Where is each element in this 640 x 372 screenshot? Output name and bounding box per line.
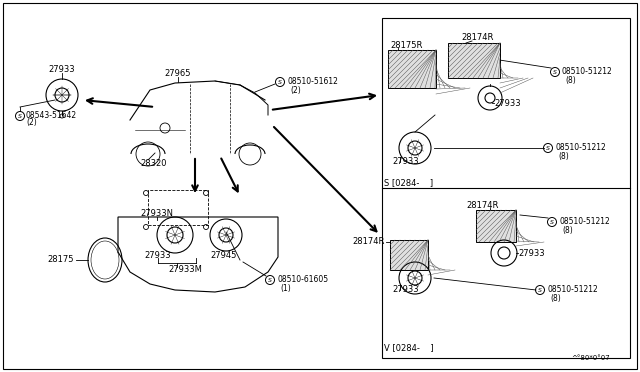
Bar xyxy=(476,210,516,242)
Text: (8): (8) xyxy=(562,225,573,234)
Text: 08543-51642: 08543-51642 xyxy=(26,112,77,121)
Bar xyxy=(448,43,500,78)
Text: (2): (2) xyxy=(26,119,36,128)
Text: 08510-51212: 08510-51212 xyxy=(555,144,605,153)
Text: S: S xyxy=(553,70,557,74)
Text: S: S xyxy=(550,219,554,224)
Text: V [0284-    ]: V [0284- ] xyxy=(384,343,434,353)
Bar xyxy=(388,50,436,88)
Text: 27933M: 27933M xyxy=(168,266,202,275)
Text: 27933N: 27933N xyxy=(141,209,173,218)
Text: 08510-51212: 08510-51212 xyxy=(562,67,612,77)
Text: S [0284-    ]: S [0284- ] xyxy=(384,179,433,187)
Text: S: S xyxy=(18,113,22,119)
Text: 27933: 27933 xyxy=(145,250,172,260)
Text: 27965: 27965 xyxy=(164,68,191,77)
Text: 08510-61605: 08510-61605 xyxy=(277,276,328,285)
Text: (8): (8) xyxy=(558,151,569,160)
Text: 27933: 27933 xyxy=(392,285,419,295)
Text: S: S xyxy=(538,288,542,292)
Bar xyxy=(390,240,428,270)
Text: 27933: 27933 xyxy=(392,157,419,167)
Text: 08510-51212: 08510-51212 xyxy=(547,285,598,295)
Text: (8): (8) xyxy=(550,294,561,302)
Text: 28175R: 28175R xyxy=(390,41,422,49)
Bar xyxy=(382,18,630,358)
Text: 27945: 27945 xyxy=(210,250,236,260)
Text: 28174R: 28174R xyxy=(462,33,494,42)
Text: 28174R: 28174R xyxy=(467,201,499,209)
Text: 08510-51212: 08510-51212 xyxy=(559,218,610,227)
Text: ^°80*0°07: ^°80*0°07 xyxy=(572,355,610,361)
Bar xyxy=(148,190,208,225)
Text: 27933: 27933 xyxy=(518,248,545,257)
Text: 28174R: 28174R xyxy=(353,237,385,247)
Text: 27933: 27933 xyxy=(494,99,520,108)
Text: S: S xyxy=(546,145,550,151)
Text: 28175: 28175 xyxy=(47,256,74,264)
Text: (2): (2) xyxy=(290,86,301,94)
Text: (8): (8) xyxy=(565,76,576,84)
Text: 27933: 27933 xyxy=(49,65,76,74)
Text: 28320: 28320 xyxy=(140,160,166,169)
Text: S: S xyxy=(278,80,282,84)
Text: 08510-51612: 08510-51612 xyxy=(287,77,338,87)
Text: S: S xyxy=(268,278,272,282)
Text: (1): (1) xyxy=(280,283,291,292)
